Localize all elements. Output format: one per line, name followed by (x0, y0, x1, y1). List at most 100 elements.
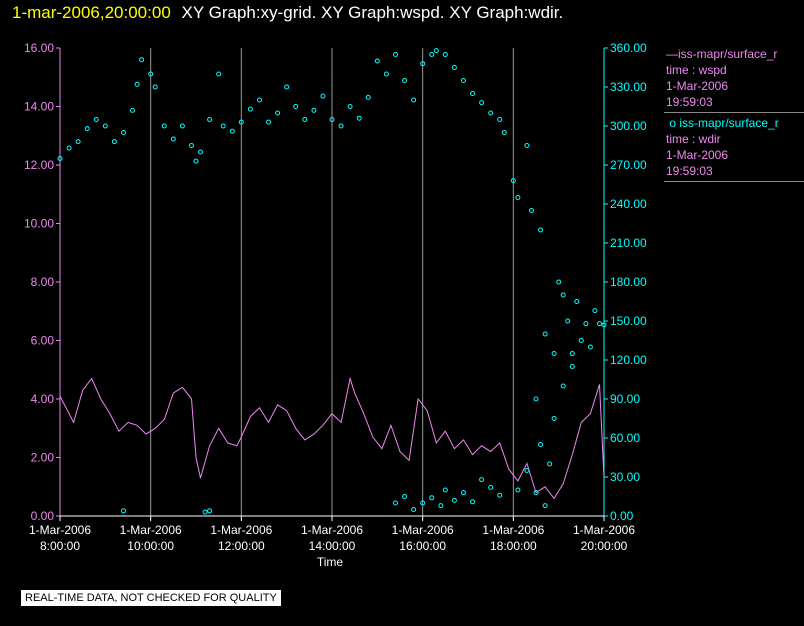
y-right-tick-label: 240.00 (610, 197, 647, 211)
x-tick-time: 8:00:00 (40, 539, 80, 553)
wdir-point (461, 490, 466, 496)
wdir-point (497, 117, 503, 122)
wdir-point (488, 110, 494, 116)
wdir-point (338, 123, 344, 129)
y-left-tick-label: 10.00 (24, 217, 54, 231)
wdir-point (275, 110, 281, 116)
wdir-point (139, 57, 145, 63)
wdir-point (152, 84, 158, 90)
y-left-tick-label: 12.00 (24, 158, 54, 172)
wdir-point (433, 48, 439, 54)
wdir-point (442, 52, 448, 57)
quality-disclaimer: REAL-TIME DATA, NOT CHECKED FOR QUALITY (20, 589, 282, 607)
wdir-point (479, 100, 485, 106)
wdir-point (130, 107, 135, 113)
y-right-tick-label: 300.00 (610, 119, 647, 133)
wdir-point (247, 106, 253, 112)
x-tick-time: 18:00:00 (490, 539, 537, 553)
wdir-point (551, 416, 557, 421)
wdir-point (556, 279, 562, 285)
wdir-point (411, 507, 417, 512)
wdir-point (565, 318, 571, 324)
wdir-point (402, 78, 407, 83)
wdir-point (402, 494, 407, 499)
header-bar: 1-mar-2006,20:00:00 XY Graph:xy-grid. XY… (12, 3, 563, 23)
wdir-point (538, 442, 543, 447)
legend-wspd-title: —iss-mapr/surface_r (666, 47, 778, 61)
wdir-point (121, 130, 126, 135)
x-tick-date: 1-Mar-2006 (573, 523, 635, 537)
wdir-point (583, 321, 589, 327)
legend-wspd: —iss-mapr/surface_r time : wspd 1-Mar-20… (664, 44, 804, 113)
x-tick-time: 20:00:00 (581, 539, 628, 553)
x-tick-date: 1-Mar-2006 (210, 523, 272, 537)
wdir-point (592, 308, 598, 314)
wdir-point (533, 490, 539, 496)
y-left-tick-label: 4.00 (31, 392, 55, 406)
wdir-point (524, 468, 530, 473)
y-left-tick-label: 14.00 (24, 100, 54, 114)
wdir-point (320, 93, 326, 99)
wdir-point (238, 119, 244, 125)
legend-wdir-time: 19:59:03 (666, 164, 713, 178)
wdir-point (189, 143, 194, 148)
wdir-point (597, 321, 602, 327)
wdir-point (488, 484, 494, 490)
wdir-point (365, 94, 371, 100)
wdir-point (393, 500, 398, 506)
y-right-tick-label: 120.00 (610, 353, 647, 367)
wdir-point (356, 115, 362, 121)
wdir-point (470, 499, 475, 505)
y-right-tick-label: 270.00 (610, 158, 647, 172)
x-tick-time: 12:00:00 (218, 539, 265, 553)
header-datetime: 1-mar-2006,20:00:00 (12, 3, 171, 22)
wdir-point (420, 500, 426, 506)
legend-wspd-date: 1-Mar-2006 (666, 79, 729, 93)
y-left-tick-label: 16.00 (24, 41, 54, 55)
wdir-point (569, 351, 575, 356)
wdir-point (302, 117, 308, 122)
wdir-point (574, 299, 580, 304)
wdir-point (501, 130, 507, 135)
wdir-point (266, 119, 271, 125)
y-right-tick-label: 60.00 (610, 431, 640, 445)
y-right-tick-label: 330.00 (610, 80, 647, 94)
wdir-point (57, 156, 63, 161)
wdir-point (111, 139, 117, 145)
y-left-tick-label: 6.00 (31, 334, 55, 348)
y-right-tick-label: 90.00 (610, 392, 640, 406)
grid-layer (150, 48, 514, 516)
y-left-tick-label: 8.00 (31, 275, 55, 289)
wdir-point (515, 195, 521, 200)
wdir-point (383, 71, 389, 77)
wdir-point (587, 344, 593, 350)
wdir-point (560, 383, 566, 389)
wdir-point (411, 97, 417, 103)
y-right-tick-label: 360.00 (610, 41, 647, 55)
wdir-point (84, 126, 90, 132)
y-right-tick-label: 150.00 (610, 314, 647, 328)
header-title: XY Graph:xy-grid. XY Graph:wspd. XY Grap… (181, 3, 564, 22)
wdir-point (284, 84, 290, 90)
legend-wdir: o iss-mapr/surface_r time : wdir 1-Mar-2… (664, 113, 804, 182)
wdir-point (533, 396, 539, 402)
wdir-point (560, 292, 566, 298)
x-tick-time: 10:00:00 (127, 539, 174, 553)
wdir-point (374, 58, 380, 64)
wdir-point (451, 65, 457, 70)
legend-wdir-axis: time : wdir (666, 132, 721, 146)
x-tick-time: 16:00:00 (399, 539, 446, 553)
wdir-point (216, 71, 222, 77)
wdir-point (347, 104, 353, 109)
wdir-point (134, 81, 140, 87)
x-tick-date: 1-Mar-2006 (392, 523, 454, 537)
wdir-point (524, 143, 530, 148)
x-tick-time: 14:00:00 (309, 539, 356, 553)
x-tick-date: 1-Mar-2006 (29, 523, 91, 537)
legend: —iss-mapr/surface_r time : wspd 1-Mar-20… (664, 44, 804, 182)
wdir-point (429, 495, 435, 501)
wdir-point (311, 107, 317, 113)
wdir-point (202, 509, 208, 515)
wdir-point (293, 104, 299, 109)
wdir-point (393, 52, 398, 57)
